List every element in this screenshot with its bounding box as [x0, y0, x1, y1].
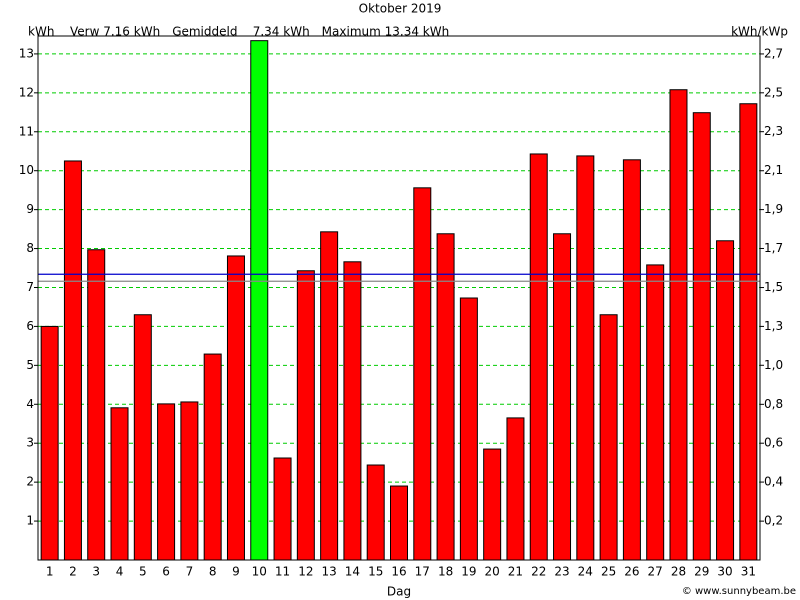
chart-title: Oktober 2019 — [359, 2, 442, 16]
y2-tick-label: 2,7 — [764, 46, 783, 60]
bar — [413, 187, 432, 561]
y-tick-label: 4 — [26, 397, 34, 411]
x-tick-label: 12 — [298, 565, 313, 579]
x-tick-label: 10 — [252, 565, 267, 579]
x-tick-label: 18 — [438, 565, 453, 579]
x-tick-label: 29 — [694, 565, 709, 579]
x-tick-label: 3 — [92, 565, 100, 579]
y2-tick-label: 1,3 — [764, 319, 783, 333]
x-tick-label: 25 — [601, 565, 616, 579]
y2-tick-label: 0,2 — [764, 514, 783, 528]
y2-tick-label: 1,0 — [764, 358, 783, 372]
y-tick-label: 10 — [19, 163, 34, 177]
x-tick-label: 22 — [531, 565, 546, 579]
x-tick-label: 21 — [508, 565, 523, 579]
x-tick-label: 2 — [69, 565, 77, 579]
bar — [622, 159, 641, 561]
bar — [646, 264, 665, 561]
bar — [529, 153, 548, 561]
y-tick-label: 1 — [26, 514, 34, 528]
y2-tick-label: 2,3 — [764, 124, 783, 138]
bar — [599, 314, 618, 561]
x-tick-label: 23 — [554, 565, 569, 579]
bar — [716, 240, 735, 561]
x-tick-label: 1 — [46, 565, 54, 579]
bar — [343, 261, 362, 561]
bar — [576, 155, 595, 561]
y2-axis-label: kWh/kWp — [731, 25, 788, 39]
bar — [203, 353, 222, 561]
y-tick-label: 11 — [19, 124, 34, 138]
y2-tick-label: 0,8 — [764, 397, 783, 411]
x-tick-label: 4 — [116, 565, 124, 579]
bar — [133, 314, 152, 561]
x-tick-label: 19 — [461, 565, 476, 579]
y2-tick-label: 1,5 — [764, 280, 783, 294]
x-tick-label: 13 — [321, 565, 336, 579]
bar — [669, 89, 688, 561]
x-tick-label: 11 — [275, 565, 290, 579]
bar — [157, 403, 176, 561]
y2-tick-label: 1,9 — [764, 202, 783, 216]
y2-tick-label: 2,5 — [764, 85, 783, 99]
y-tick-label: 5 — [26, 358, 34, 372]
bar — [226, 255, 245, 561]
x-tick-label: 6 — [162, 565, 170, 579]
x-tick-label: 15 — [368, 565, 383, 579]
reference-label: Maximum 13.34 kWh — [322, 25, 450, 39]
reference-label: Verw 7.16 kWh — [70, 25, 160, 39]
y-tick-label: 2 — [26, 475, 34, 489]
x-tick-label: 17 — [415, 565, 430, 579]
bar — [63, 160, 82, 561]
x-tick-label: 8 — [209, 565, 217, 579]
bar — [483, 448, 502, 561]
y-axis-label: kWh — [28, 25, 54, 39]
bar — [296, 270, 315, 561]
x-tick-label: 30 — [717, 565, 732, 579]
y-tick-label: 6 — [26, 319, 34, 333]
bar — [110, 407, 129, 561]
x-tick-label: 28 — [671, 565, 686, 579]
x-tick-label: 31 — [741, 565, 756, 579]
bar — [390, 485, 408, 561]
x-tick-label: 14 — [345, 565, 360, 579]
reference-label: Gemiddeld 7.34 kWh — [172, 25, 309, 39]
bar — [692, 112, 711, 561]
x-axis-label: Dag — [387, 585, 411, 599]
bar — [40, 325, 59, 561]
x-tick-label: 9 — [232, 565, 240, 579]
bar — [459, 297, 478, 561]
x-tick-label: 26 — [624, 565, 639, 579]
x-tick-label: 20 — [485, 565, 500, 579]
bar — [553, 233, 572, 561]
bar — [273, 457, 292, 561]
x-tick-label: 24 — [578, 565, 593, 579]
bar — [250, 40, 269, 561]
bar — [506, 417, 525, 561]
plot-frame — [37, 35, 761, 561]
x-tick-label: 16 — [391, 565, 406, 579]
x-tick-label: 7 — [186, 565, 194, 579]
y2-tick-label: 0,6 — [764, 436, 783, 450]
y-tick-label: 7 — [26, 280, 34, 294]
bar — [436, 233, 455, 561]
y2-tick-label: 1,7 — [764, 241, 783, 255]
y-tick-label: 3 — [26, 436, 34, 450]
bar — [366, 464, 385, 561]
y-tick-label: 13 — [19, 46, 34, 60]
x-tick-label: 5 — [139, 565, 147, 579]
bar — [180, 401, 199, 561]
y-tick-label: 12 — [19, 85, 34, 99]
y-tick-label: 8 — [26, 241, 34, 255]
bar — [87, 249, 106, 561]
y-tick-label: 9 — [26, 202, 34, 216]
y2-tick-label: 0,4 — [764, 475, 783, 489]
bar — [739, 103, 758, 561]
y2-tick-label: 2,1 — [764, 163, 783, 177]
footer: © www.sunnybeam.be — [682, 586, 796, 597]
x-tick-label: 27 — [648, 565, 663, 579]
